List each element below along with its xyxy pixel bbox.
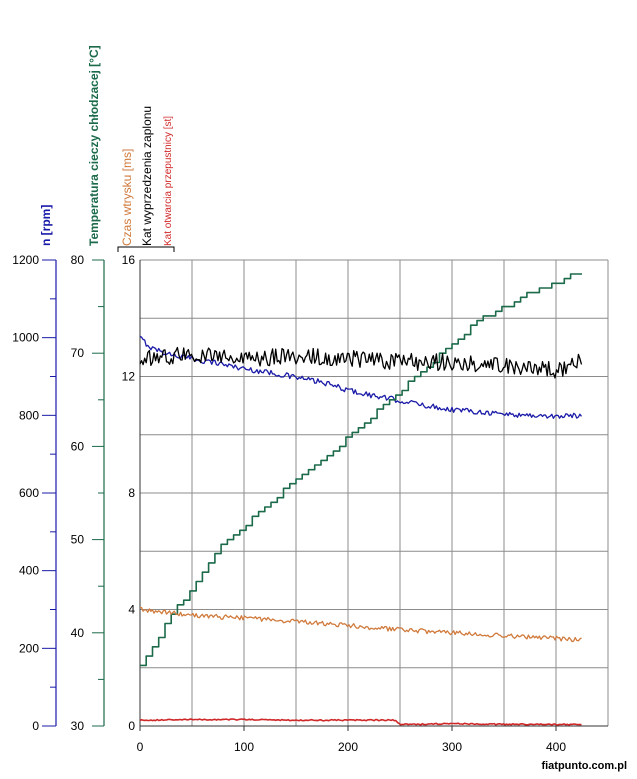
watermark: fiatpunto.com.pl xyxy=(541,760,627,772)
rpm-tick-label: 1000 xyxy=(12,331,39,345)
inj-tick-label: 0 xyxy=(128,719,135,733)
temp-axis-title: Temperatura cieczy chłodzacej [°C] xyxy=(87,45,101,246)
x-tick-label: 400 xyxy=(546,740,566,754)
rpm-axis-title: n [rpm] xyxy=(39,205,53,246)
temp-tick-label: 50 xyxy=(71,533,85,547)
inj-tick-label: 8 xyxy=(128,486,135,500)
temp-tick-label: 80 xyxy=(71,253,85,267)
x-tick-label: 0 xyxy=(137,740,144,754)
series-line-thr xyxy=(139,718,582,726)
temp-tick-label: 60 xyxy=(71,439,85,453)
inj-axis-title: Czas wtrysku [ms] xyxy=(120,149,134,246)
x-tick-label: 100 xyxy=(234,740,254,754)
rpm-tick-label: 0 xyxy=(32,719,39,733)
ign-axis-title: Kat wyprzedzenia zaplonu xyxy=(140,106,154,246)
inj-tick-label: 16 xyxy=(122,253,136,267)
x-tick-label: 200 xyxy=(338,740,358,754)
rpm-tick-label: 800 xyxy=(19,408,39,422)
temp-tick-label: 40 xyxy=(71,626,85,640)
rpm-tick-label: 600 xyxy=(19,486,39,500)
series-line-temp xyxy=(140,273,582,667)
rpm-tick-label: 200 xyxy=(19,641,39,655)
axis-label-bracket xyxy=(117,246,175,252)
x-tick-label: 300 xyxy=(442,740,462,754)
inj-tick-label: 4 xyxy=(128,603,135,617)
rpm-tick-label: 400 xyxy=(19,564,39,578)
rpm-tick-label: 1200 xyxy=(12,253,39,267)
inj-tick-label: 12 xyxy=(122,370,136,384)
series-line-ign xyxy=(139,346,583,379)
thr-axis-title: Kat otwarcia przepustnicy [st] xyxy=(163,116,174,246)
series-line-inj xyxy=(139,606,582,643)
temp-tick-label: 70 xyxy=(71,346,85,360)
temp-tick-label: 30 xyxy=(71,719,85,733)
series-line-rpm xyxy=(139,335,583,419)
